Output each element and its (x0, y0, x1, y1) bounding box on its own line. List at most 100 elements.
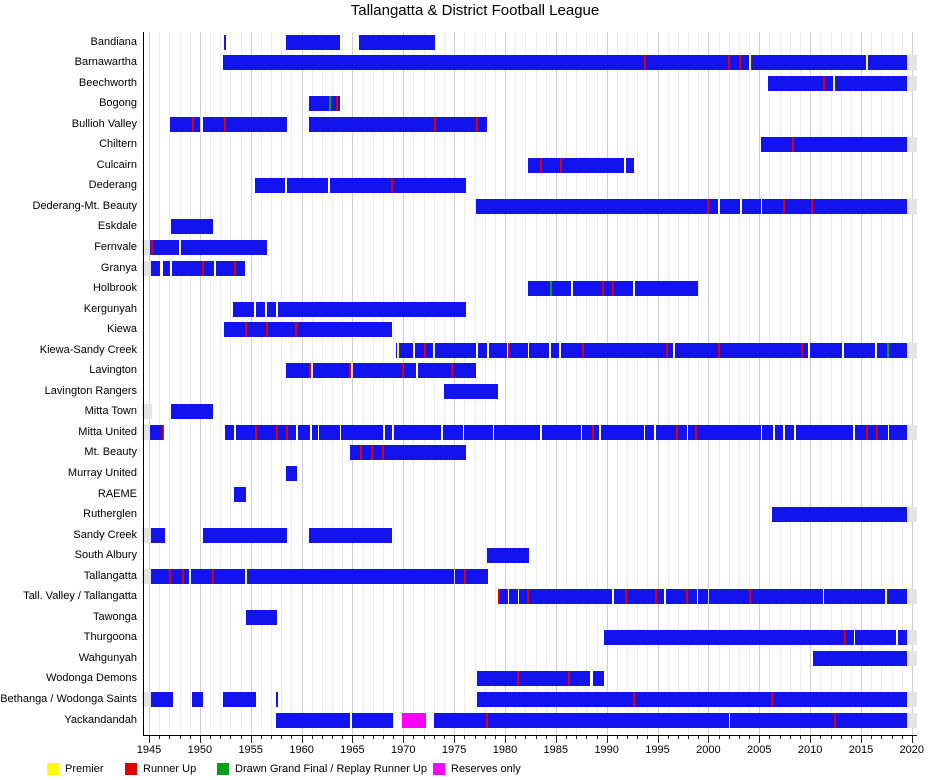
timeline-bar (550, 342, 559, 358)
timeline-bar (191, 691, 203, 707)
axis-tick (291, 735, 293, 739)
mark-runner-up (727, 55, 730, 70)
gridline-minor (738, 32, 740, 735)
timeline-bar (286, 363, 312, 379)
mark-runner-up (833, 712, 836, 728)
axis-tick (332, 735, 334, 739)
club-label: Bullioh Valley (71, 117, 137, 130)
club-label: Mt. Beauty (84, 446, 137, 459)
timeline-bar (216, 260, 234, 276)
timeline-bar (171, 404, 214, 420)
timeline-bar (286, 465, 298, 481)
timeline-bar (452, 363, 477, 379)
gridline-minor (230, 32, 232, 735)
mark-runner-up (707, 198, 710, 214)
mark-runner-up (191, 116, 194, 132)
timeline-bar (645, 424, 655, 440)
timeline-bar (151, 527, 166, 543)
reserves-only-bar (401, 712, 426, 728)
gridline-minor (179, 32, 181, 735)
mark-premier (749, 55, 752, 70)
axis-tick (861, 735, 862, 743)
gridline-minor (444, 32, 445, 735)
club-label: Holbrook (92, 282, 137, 294)
axis-tick (911, 735, 913, 743)
axis-tick (769, 735, 771, 739)
timeline-bar (236, 260, 245, 276)
mark-runner-up (336, 96, 339, 112)
axis-tick (718, 735, 720, 739)
gridline-minor (423, 32, 425, 735)
mark-runner-up (612, 281, 615, 296)
axis-tick (413, 735, 415, 739)
axis-tick-label: 1965 (340, 744, 365, 756)
axis-tick (596, 735, 598, 739)
mark-runner-up (224, 116, 227, 132)
to-present-gray-stub (906, 137, 918, 153)
gridline-minor (281, 32, 283, 735)
timeline-bar (202, 116, 288, 132)
gridline-minor (586, 32, 588, 735)
axis-tick (728, 735, 730, 739)
gridline-major (301, 32, 303, 735)
timeline-bar (809, 342, 842, 358)
axis-tick (647, 735, 649, 739)
timeline-bar (225, 424, 234, 440)
club-label: Rutherglen (83, 508, 137, 520)
timeline-bar (223, 691, 256, 707)
mark-runner-up (254, 424, 257, 440)
gridline-minor (698, 32, 700, 735)
gridline-minor (240, 32, 242, 735)
mark-premier (832, 75, 835, 91)
axis-tick (840, 735, 842, 739)
axis-tick (657, 735, 659, 743)
to-present-gray-stub (906, 691, 918, 707)
mark-runner-up (370, 445, 373, 461)
timeline-bar (762, 198, 907, 214)
timeline-bar (433, 712, 729, 728)
timeline-bar (876, 342, 907, 358)
gridline-minor (799, 32, 801, 735)
gridline-minor (545, 32, 547, 735)
timeline-bar (235, 424, 296, 440)
mark-runner-up (811, 198, 814, 214)
pre-league-gray-stub (142, 527, 152, 543)
timeline-bar (297, 424, 311, 440)
timeline-bar (341, 424, 383, 440)
axis-tick (850, 735, 852, 739)
gridline-minor (566, 32, 567, 735)
legend-label: Reserves only (451, 763, 521, 775)
gridline-minor (677, 32, 679, 735)
timeline-bar (396, 342, 413, 358)
axis-tick (616, 735, 618, 739)
club-label: Tall. Valley / Tallangatta (23, 590, 137, 603)
timeline-bar (442, 424, 463, 440)
axis-tick (779, 735, 781, 739)
gridline-minor (871, 32, 873, 735)
club-label: Wahgunyah (78, 651, 137, 664)
axis-tick (403, 735, 405, 743)
to-present-gray-stub (906, 507, 918, 522)
axis-tick (738, 735, 740, 739)
axis-tick (708, 735, 710, 743)
mark-runner-up (308, 363, 311, 379)
timeline-bar (455, 568, 488, 584)
to-present-gray-stub (906, 712, 918, 728)
timeline-bar (528, 281, 572, 296)
axis-tick (210, 735, 211, 739)
axis-tick (433, 735, 435, 739)
gridline-major (403, 32, 405, 735)
mark-runner-up (244, 322, 247, 338)
timeline-bar (286, 34, 341, 50)
gridline-minor (596, 32, 598, 735)
mark-runner-up (843, 630, 846, 646)
timeline-bar (582, 424, 600, 440)
legend-label: Runner Up (143, 763, 197, 775)
to-present-gray-stub (906, 650, 918, 666)
gridline-minor (382, 32, 384, 735)
axis-tick (759, 735, 761, 743)
timeline-bar (509, 589, 518, 605)
axis-tick (698, 735, 700, 739)
mark-runner-up (601, 281, 604, 296)
gridline-major (454, 32, 456, 735)
